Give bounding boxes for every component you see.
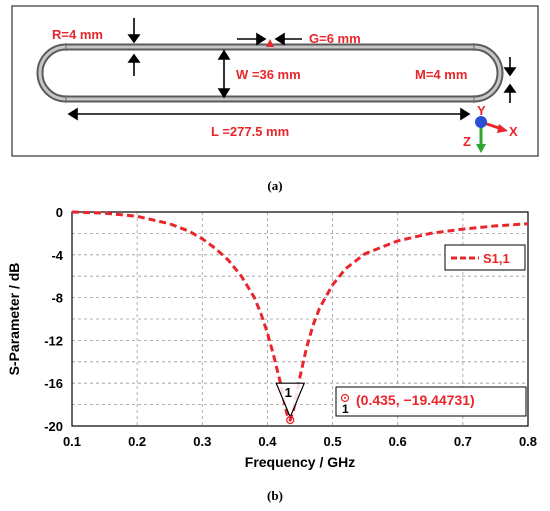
axis-y-label: Y	[477, 103, 486, 118]
x-tick-label: 0.3	[193, 434, 211, 449]
marker-point-center	[289, 419, 292, 422]
series-group	[71, 210, 529, 422]
loop-antenna	[36, 39, 504, 103]
series-line-s11	[71, 210, 529, 422]
readout-marker-number: 1	[342, 402, 349, 416]
r-arrows-icon	[127, 18, 141, 76]
readout-marker-icon	[340, 393, 350, 403]
label-m: M=4 mm	[415, 67, 467, 82]
axis-x-label: X	[509, 124, 518, 139]
x-tick-label: 0.6	[389, 434, 407, 449]
x-tick-label: 0.8	[519, 434, 537, 449]
y-tick-labels: 0 -4 -8 -12 -16 -20	[44, 205, 64, 434]
chart: 0.1 0.2 0.3 0.4 0.5 0.6 0.7 0.8 0-4-8-12-16-20 …	[6, 205, 537, 470]
y-axis-label: S-Parameter / dB	[6, 263, 22, 376]
marker-label: 1	[285, 385, 292, 400]
feed-gap-icon	[266, 39, 274, 47]
m-arrows-icon	[503, 57, 517, 103]
marker-point	[286, 415, 295, 425]
y-tick-label: -4	[51, 248, 63, 263]
x-axis-label: Frequency / GHz	[245, 454, 355, 470]
label-l: L =277.5 mm	[211, 124, 289, 139]
panel-a: R=4 mm G=6 mm W =36 mm M=4 mm	[11, 5, 539, 157]
y-tick-label: -8	[51, 291, 63, 306]
axis-z-label: Z	[463, 134, 471, 149]
y-axis-dot-icon	[475, 116, 487, 128]
legend: S1,1	[444, 244, 526, 271]
x-tick-labels: 0.1 0.2 0.3 0.4 0.5 0.6 0.7 0.8	[63, 434, 537, 449]
y-tick-label: -20	[44, 419, 63, 434]
caption-a: (a)	[267, 178, 282, 193]
x-tick-label: 0.4	[258, 434, 277, 449]
marker-triangle	[275, 382, 306, 419]
plot-frame	[71, 211, 529, 427]
marker-readout: 1 (0.435, −19.44731)	[335, 386, 527, 417]
y-tick-label: 0	[56, 205, 63, 220]
g-arrows-icon	[237, 32, 302, 46]
panel-a-frame	[11, 5, 539, 157]
y-tick-label: -16	[44, 376, 63, 391]
label-w: W =36 mm	[236, 67, 301, 82]
y-tick-label: -12	[44, 333, 63, 348]
label-r: R=4 mm	[52, 27, 103, 42]
label-g: G=6 mm	[309, 31, 361, 46]
x-tick-label: 0.1	[63, 434, 81, 449]
x-tick-label: 0.2	[128, 434, 146, 449]
x-tick-label: 0.7	[454, 434, 472, 449]
caption-b: (b)	[267, 488, 283, 503]
legend-label: S1,1	[483, 251, 510, 266]
w-arrow-icon	[217, 49, 231, 99]
readout-value: (0.435, −19.44731)	[356, 392, 475, 408]
axis-triad: Y X Z	[463, 103, 518, 153]
marker-group: 1	[275, 382, 306, 425]
x-tick-label: 0.5	[324, 434, 342, 449]
l-arrow-icon	[67, 107, 471, 121]
